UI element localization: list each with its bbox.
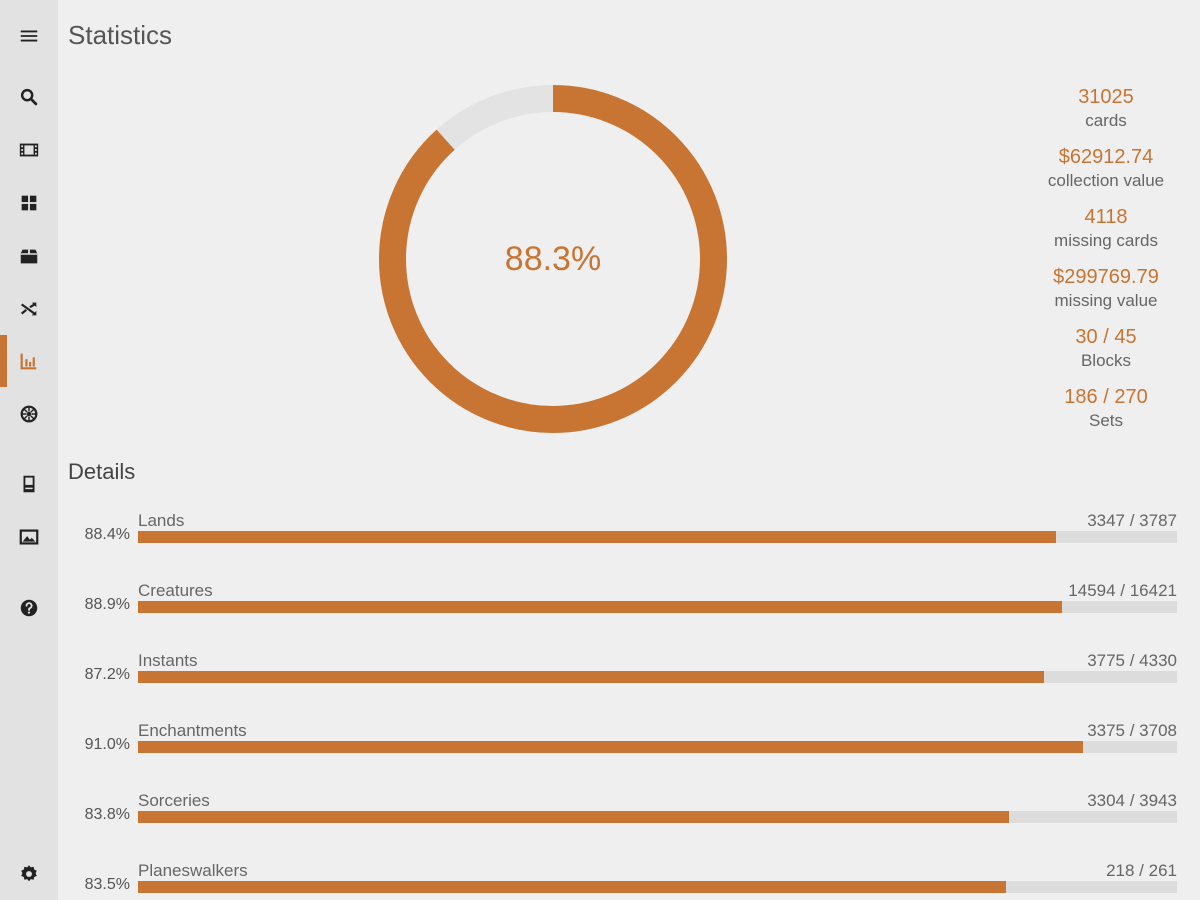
detail-count: 3375 / 3708 — [1087, 721, 1177, 740]
stat-value: 31025 — [1078, 86, 1134, 108]
progress-fill — [138, 671, 1044, 683]
nav-gallery[interactable] — [0, 515, 58, 559]
stat-cards: 31025 cards — [1030, 84, 1182, 144]
aperture-icon — [20, 405, 38, 423]
detail-count: 3304 / 3943 — [1087, 791, 1177, 810]
shuffle-icon — [20, 302, 37, 316]
nav-settings[interactable] — [0, 852, 58, 896]
stat-value: 4118 — [1084, 206, 1128, 228]
stat-value: $299769.79 — [1053, 266, 1159, 288]
stat-blocks: 30 / 45 Blocks — [1030, 324, 1182, 384]
menu-button[interactable] — [0, 14, 58, 58]
nav-search[interactable] — [0, 75, 58, 119]
box-icon — [20, 249, 38, 264]
stat-label: missing cards — [1054, 231, 1158, 250]
grid-icon — [21, 195, 37, 211]
menu-icon — [20, 30, 38, 42]
detail-count: 3347 / 3787 — [1087, 511, 1177, 530]
donut-progress — [379, 85, 727, 433]
detail-row-sorceries: 83.8% Sorceries 3304 / 3943 — [0, 791, 1200, 839]
stat-value: 186 / 270 — [1064, 386, 1148, 408]
detail-row-lands: 88.4% Lands 3347 / 3787 — [0, 511, 1200, 559]
stat-value: 30 / 45 — [1075, 326, 1137, 348]
stat-label: cards — [1085, 111, 1127, 130]
stat-label: Sets — [1088, 411, 1124, 430]
detail-row-creatures: 88.9% Creatures 14594 / 16421 — [0, 581, 1200, 629]
progress-track — [138, 741, 1177, 753]
stat-label: missing value — [1054, 291, 1158, 310]
detail-percent: 88.9% — [84, 596, 130, 613]
image-icon — [19, 529, 39, 545]
stat-label: collection value — [1047, 171, 1165, 190]
detail-type-name: Sorceries — [138, 791, 210, 810]
progress-fill — [138, 741, 1084, 753]
nav-wheel[interactable] — [0, 392, 58, 436]
detail-percent: 83.5% — [84, 876, 130, 893]
search-icon — [20, 88, 38, 106]
nav-decks[interactable] — [0, 234, 58, 278]
progress-fill — [138, 531, 1057, 543]
progress-track — [138, 881, 1177, 893]
help-icon — [20, 599, 38, 617]
detail-type-name: Planeswalkers — [138, 861, 248, 880]
detail-percent: 91.0% — [84, 736, 130, 753]
detail-type-name: Lands — [138, 511, 185, 530]
stat-collection-value: $62912.74 collection value — [1030, 144, 1182, 204]
nav-collection[interactable] — [0, 128, 58, 172]
donut-chart — [379, 85, 727, 433]
settings-icon — [21, 865, 37, 882]
nav-statistics[interactable] — [0, 335, 58, 387]
detail-row-enchantments: 91.0% Enchantments 3375 / 3708 — [0, 721, 1200, 769]
chart-icon — [20, 353, 37, 370]
detail-row-instants: 87.2% Instants 3775 / 4330 — [0, 651, 1200, 699]
page-title: Statistics — [68, 20, 173, 50]
nav-rules[interactable] — [0, 462, 58, 506]
progress-fill — [138, 881, 1006, 893]
progress-track — [138, 811, 1177, 823]
nav-random[interactable] — [0, 287, 58, 331]
nav-sets[interactable] — [0, 181, 58, 225]
summary-stats: 31025 cards $62912.74 collection value 4… — [1030, 84, 1182, 444]
detail-row-planeswalkers: 83.5% Planeswalkers 218 / 261 — [0, 861, 1200, 900]
nav-help[interactable] — [0, 586, 58, 630]
progress-track — [138, 531, 1177, 543]
detail-count: 14594 / 16421 — [1068, 581, 1177, 600]
detail-percent: 88.4% — [84, 526, 130, 543]
progress-fill — [138, 811, 1009, 823]
stat-sets: 186 / 270 Sets — [1030, 384, 1182, 444]
detail-type-name: Instants — [138, 651, 198, 670]
progress-fill — [138, 601, 1062, 613]
stat-value: $62912.74 — [1058, 146, 1154, 168]
details-heading: Details — [68, 459, 136, 484]
sidebar-nav — [0, 0, 58, 900]
film-icon — [19, 143, 39, 157]
detail-percent: 83.8% — [84, 806, 130, 823]
detail-count: 3775 / 4330 — [1087, 651, 1177, 670]
completion-percent: 88.3% — [504, 239, 602, 278]
detail-type-name: Creatures — [138, 581, 213, 600]
stat-label: Blocks — [1080, 351, 1132, 370]
book-icon — [23, 475, 35, 493]
detail-percent: 87.2% — [84, 666, 130, 683]
progress-track — [138, 601, 1177, 613]
stat-missing-value: $299769.79 missing value — [1030, 264, 1182, 324]
detail-type-name: Enchantments — [138, 721, 247, 740]
detail-count: 218 / 261 — [1106, 861, 1177, 880]
progress-track — [138, 671, 1177, 683]
completion-donut: 88.3% — [378, 84, 728, 434]
stat-missing-cards: 4118 missing cards — [1030, 204, 1182, 264]
